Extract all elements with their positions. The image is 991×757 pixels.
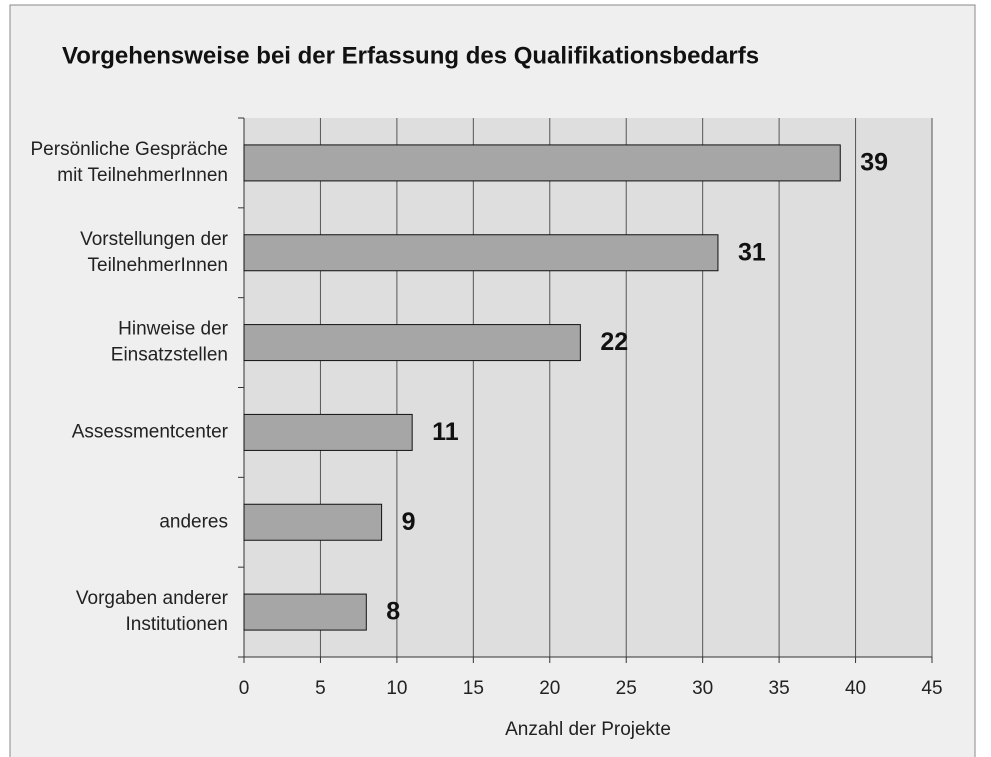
y-tick-label-line: Institutionen bbox=[126, 614, 228, 635]
y-tick-label: Persönliche Gespräche mit TeilnehmerInnen bbox=[31, 139, 229, 186]
x-tick-label: 0 bbox=[239, 678, 250, 699]
x-tick-label: 25 bbox=[616, 678, 637, 699]
x-tick-label: 45 bbox=[921, 678, 942, 699]
bar bbox=[243, 234, 719, 272]
x-tick-label: 30 bbox=[692, 678, 713, 699]
y-tick-label-line: Einsatzstellen bbox=[111, 345, 228, 366]
value-label: 39 bbox=[860, 149, 888, 177]
x-tick-label: 10 bbox=[386, 678, 407, 699]
y-tick-label: Vorstellungen der TeilnehmerInnen bbox=[80, 229, 229, 276]
bar bbox=[243, 413, 413, 451]
x-tick-label: 35 bbox=[769, 678, 790, 699]
bar bbox=[243, 593, 367, 631]
value-label: 9 bbox=[402, 508, 416, 536]
bar bbox=[243, 324, 581, 362]
x-axis-title: Anzahl der Projekte bbox=[505, 719, 671, 740]
y-tick-label-line: TeilnehmerInnen bbox=[88, 255, 228, 276]
value-label: 8 bbox=[386, 598, 400, 626]
value-label: 11 bbox=[432, 418, 459, 446]
bar bbox=[243, 144, 841, 182]
y-tick-label-line: Assessmentcenter bbox=[72, 421, 229, 442]
value-label: 22 bbox=[600, 328, 628, 356]
y-tick-label-line: Vorstellungen der bbox=[80, 229, 229, 250]
bar bbox=[243, 503, 383, 541]
x-tick-label: 15 bbox=[463, 678, 484, 699]
x-tick-label: 5 bbox=[315, 678, 326, 699]
y-tick-label: Vorgaben anderer Institutionen bbox=[76, 588, 229, 635]
x-tick-label: 40 bbox=[845, 678, 866, 699]
y-tick-label-line: Hinweise der bbox=[118, 319, 228, 340]
chart-title: Vorgehensweise bei der Erfassung des Qua… bbox=[62, 42, 759, 69]
y-tick-label-line: mit TeilnehmerInnen bbox=[57, 165, 228, 186]
y-tick-label: anderes bbox=[159, 511, 228, 532]
value-label: 31 bbox=[738, 238, 766, 266]
plot-area bbox=[244, 118, 932, 657]
x-tick-label: 20 bbox=[539, 678, 560, 699]
y-tick-label: Assessmentcenter bbox=[72, 421, 229, 442]
y-tick-label: Hinweise der Einsatzstellen bbox=[111, 319, 229, 366]
y-tick-label-line: anderes bbox=[159, 511, 228, 532]
y-tick-label-line: Vorgaben anderer bbox=[76, 588, 229, 609]
y-tick-label-line: Persönliche Gespräche bbox=[31, 139, 229, 160]
